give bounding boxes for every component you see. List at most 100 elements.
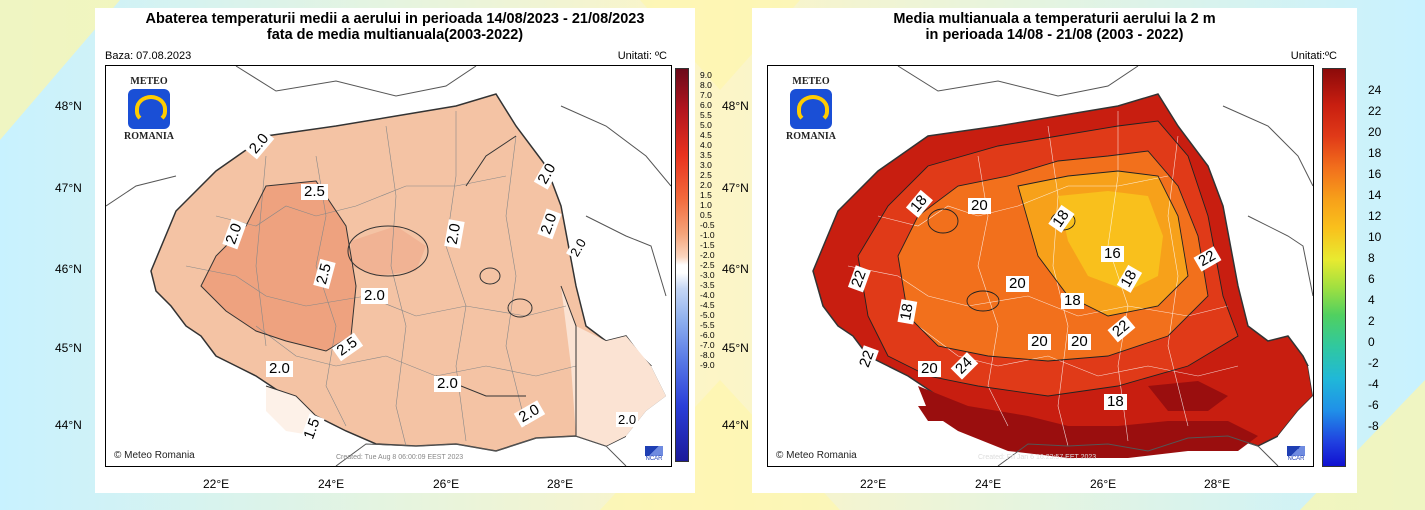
contour-label: 16	[1101, 246, 1124, 262]
colorbar-label: -7.0	[700, 340, 715, 350]
colorbar-label: 7.0	[700, 90, 712, 100]
colorbar-label: 14	[1368, 188, 1382, 202]
colorbar-label: 16	[1368, 167, 1382, 181]
colorbar-label: 6.0	[700, 100, 712, 110]
colorbar-label: -2	[1368, 356, 1379, 370]
anomaly-base-date: Baza: 07.08.2023	[105, 50, 192, 62]
colorbar-label: 5.5	[700, 110, 712, 120]
lon-label: 24°E	[975, 477, 1002, 491]
colorbar-label: 6	[1368, 272, 1375, 286]
colorbar-label: 12	[1368, 209, 1382, 223]
colorbar-label: 4.5	[700, 130, 712, 140]
created-timestamp: Created: Fri Jan 6 16:23:57 EET 2023	[978, 454, 1097, 461]
lon-label: 22°E	[203, 477, 230, 491]
colorbar-label: 8	[1368, 251, 1375, 265]
lon-label: 28°E	[547, 477, 574, 491]
contour-label: 20	[968, 198, 991, 214]
lon-label: 26°E	[1090, 477, 1117, 491]
lon-label: 22°E	[860, 477, 887, 491]
climate-colorbar	[1322, 68, 1346, 467]
meteo-logo-icon	[790, 89, 832, 129]
colorbar-label: 1.5	[700, 190, 712, 200]
contour-label: 20	[1068, 334, 1091, 350]
colorbar-label: 2.0	[700, 180, 712, 190]
contour-label: 20	[918, 361, 941, 377]
contour-label: 18	[1061, 293, 1084, 309]
colorbar-label: -2.5	[700, 260, 715, 270]
colorbar-label: -6	[1368, 398, 1379, 412]
colorbar-label: 22	[1368, 104, 1382, 118]
colorbar-label: -4	[1368, 377, 1379, 391]
anomaly-map-title-line2: fata de media multianuala(2003-2022)	[266, 27, 524, 43]
lat-label: 44°N	[722, 418, 749, 432]
lat-label: 48°N	[55, 99, 82, 113]
colorbar-label: 20	[1368, 125, 1382, 139]
contour-label: 2.0	[616, 412, 639, 427]
colorbar-label: -1.5	[700, 240, 715, 250]
contour-label: 20	[1028, 334, 1051, 350]
climate-map-title-line1: Media multianuala a temperaturii aerului…	[893, 11, 1216, 27]
colorbar-label: 1.0	[700, 200, 712, 210]
colorbar-label: -1.0	[700, 230, 715, 240]
colorbar-label: -8	[1368, 419, 1379, 433]
ncar-flag-icon	[1287, 446, 1305, 456]
meteo-romania-logo: METEO ROMANIA	[786, 76, 836, 142]
colorbar-label: 9.0	[700, 70, 712, 80]
meteo-romania-logo: METEO ROMANIA	[124, 76, 174, 142]
lat-label: 48°N	[722, 99, 749, 113]
contour-label: 18	[1104, 394, 1127, 410]
climate-mean-map: 18 20 18 16 22 22 20 18 18 18 20 20 22 2…	[767, 65, 1314, 467]
lon-label: 24°E	[318, 477, 345, 491]
anomaly-map-panel: Abaterea temperaturii medii a aerului in…	[55, 8, 695, 493]
ncar-logo: NCAR	[643, 446, 665, 462]
contour-label: 2.0	[361, 288, 388, 304]
colorbar-label: 4	[1368, 293, 1375, 307]
lat-label: 47°N	[722, 181, 749, 195]
colorbar-label: -6.0	[700, 330, 715, 340]
ncar-flag-icon	[645, 446, 663, 456]
colorbar-label: -4.0	[700, 290, 715, 300]
lat-label: 45°N	[55, 341, 82, 355]
colorbar-label: 5.0	[700, 120, 712, 130]
colorbar-label: -5.5	[700, 320, 715, 330]
colorbar-label: -3.5	[700, 280, 715, 290]
lon-label: 28°E	[1204, 477, 1231, 491]
colorbar-label: 2.5	[700, 170, 712, 180]
copyright-credit: © Meteo Romania	[776, 450, 857, 461]
anomaly-map-title-line1: Abaterea temperaturii medii a aerului in…	[145, 11, 645, 27]
colorbar-label: -4.5	[700, 300, 715, 310]
colorbar-label: -9.0	[700, 360, 715, 370]
lat-label: 46°N	[55, 262, 82, 276]
contour-label: 2.0	[434, 376, 461, 392]
anomaly-map: 2.0 2.5 2.0 2.0 2.5 2.0 2.0 2.0 2.5 2.0 …	[105, 65, 672, 467]
lat-label: 44°N	[55, 418, 82, 432]
colorbar-label: 3.5	[700, 150, 712, 160]
colorbar-label: -5.0	[700, 310, 715, 320]
colorbar-label: 0	[1368, 335, 1375, 349]
colorbar-label: 4.0	[700, 140, 712, 150]
contour-label: 2.0	[266, 361, 293, 377]
colorbar-label: -2.0	[700, 250, 715, 260]
colorbar-label: -3.0	[700, 270, 715, 280]
climate-mean-map-panel: Media multianuala a temperaturii aerului…	[722, 8, 1357, 493]
copyright-credit: © Meteo Romania	[114, 450, 195, 461]
colorbar-label: -0.5	[700, 220, 715, 230]
contour-label: 2.5	[301, 184, 328, 200]
anomaly-units: Unitati: ºC	[617, 50, 667, 62]
colorbar-label: 10	[1368, 230, 1382, 244]
climate-map-title-line2: in perioada 14/08 - 21/08 (2003 - 2022)	[925, 27, 1184, 43]
ncar-logo: NCAR	[1285, 446, 1307, 462]
lat-label: 46°N	[722, 262, 749, 276]
contour-label: 20	[1006, 276, 1029, 292]
colorbar-label: -8.0	[700, 350, 715, 360]
colorbar-label: 18	[1368, 146, 1382, 160]
lat-label: 45°N	[722, 341, 749, 355]
climate-units: Unitati:ºC	[1290, 50, 1337, 62]
colorbar-label: 2	[1368, 314, 1375, 328]
lat-label: 47°N	[55, 181, 82, 195]
lon-label: 26°E	[433, 477, 460, 491]
colorbar-label: 3.0	[700, 160, 712, 170]
meteo-logo-icon	[128, 89, 170, 129]
anomaly-colorbar	[675, 68, 689, 462]
colorbar-label: 0.5	[700, 210, 712, 220]
